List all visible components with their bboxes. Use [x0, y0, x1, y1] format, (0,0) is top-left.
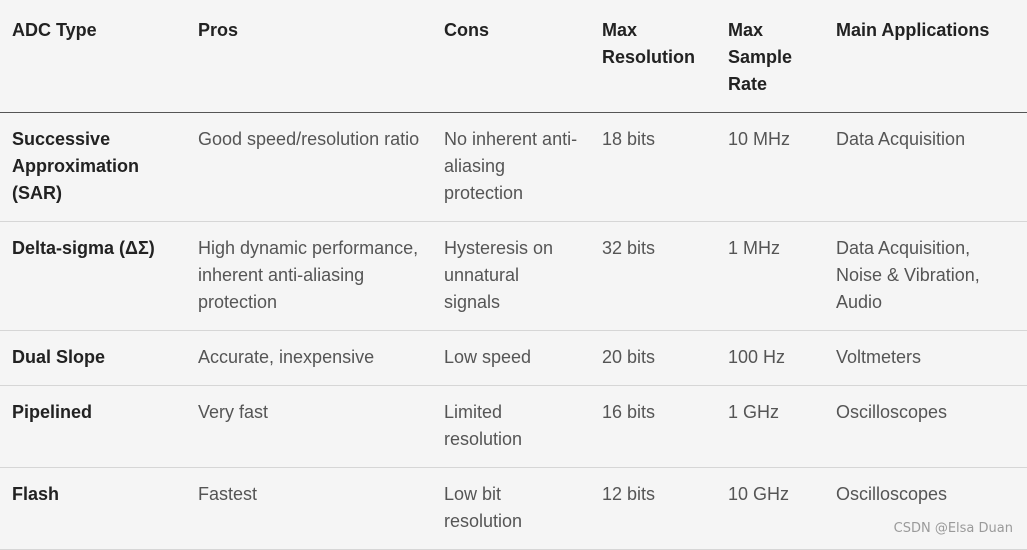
cell-adc-type: Successive Approximation (SAR) [12, 129, 140, 203]
cell-max-sample-rate: 10 GHz [728, 484, 790, 504]
header-max-resolution: Max Resolution [602, 20, 695, 67]
table-header: ADC Type Pros Cons Max Resolution Max Sa… [0, 0, 1027, 113]
cell-max-resolution: 20 bits [602, 347, 656, 367]
cell-pros: High dynamic performance, inherent anti-… [198, 238, 419, 312]
cell-main-applications: Data Acquisition, Noise & Vibration, Aud… [836, 238, 980, 312]
header-main-applications: Main Applications [836, 20, 990, 40]
table-row: Delta-sigma (ΔΣ) High dynamic performanc… [0, 222, 1027, 331]
cell-adc-type: Flash [12, 484, 60, 504]
cell-adc-type: Dual Slope [12, 347, 106, 367]
watermark: CSDN @Elsa Duan [893, 521, 1013, 536]
cell-max-sample-rate: 100 Hz [728, 347, 786, 367]
cell-cons: Limited resolution [444, 402, 523, 449]
cell-max-resolution: 12 bits [602, 484, 656, 504]
header-pros: Pros [198, 20, 239, 40]
table-row: Dual Slope Accurate, inexpensive Low spe… [0, 331, 1027, 386]
cell-pros: Very fast [198, 402, 269, 422]
cell-max-sample-rate: 1 GHz [728, 402, 780, 422]
table-row: Pipelined Very fast Limited resolution 1… [0, 386, 1027, 468]
cell-max-resolution: 18 bits [602, 129, 656, 149]
table-row: Flash Fastest Low bit resolution 12 bits… [0, 468, 1027, 550]
cell-main-applications: Oscilloscopes [836, 402, 948, 422]
cell-max-sample-rate: 1 MHz [728, 238, 781, 258]
cell-adc-type: Delta-sigma (ΔΣ) [12, 238, 155, 258]
cell-adc-type: Pipelined [12, 402, 93, 422]
cell-main-applications: Data Acquisition [836, 129, 966, 149]
cell-max-resolution: 16 bits [602, 402, 656, 422]
cell-cons: Low speed [444, 347, 532, 367]
cell-cons: Hysteresis on unnatural signals [444, 238, 554, 312]
cell-main-applications: Voltmeters [836, 347, 922, 367]
table-row: Successive Approximation (SAR) Good spee… [0, 113, 1027, 222]
cell-cons: No inherent anti-aliasing protection [444, 129, 578, 203]
cell-pros: Accurate, inexpensive [198, 347, 375, 367]
header-row: ADC Type Pros Cons Max Resolution Max Sa… [0, 0, 1027, 113]
cell-max-sample-rate: 10 MHz [728, 129, 791, 149]
table-body: Successive Approximation (SAR) Good spee… [0, 113, 1027, 550]
cell-pros: Fastest [198, 484, 258, 504]
header-adc-type: ADC Type [12, 20, 97, 40]
header-max-sample-rate: Max Sample Rate [728, 20, 793, 94]
header-cons: Cons [444, 20, 489, 40]
cell-main-applications: Oscilloscopes [836, 484, 948, 504]
cell-cons: Low bit resolution [444, 484, 523, 531]
cell-pros: Good speed/resolution ratio [198, 129, 420, 149]
cell-max-resolution: 32 bits [602, 238, 656, 258]
